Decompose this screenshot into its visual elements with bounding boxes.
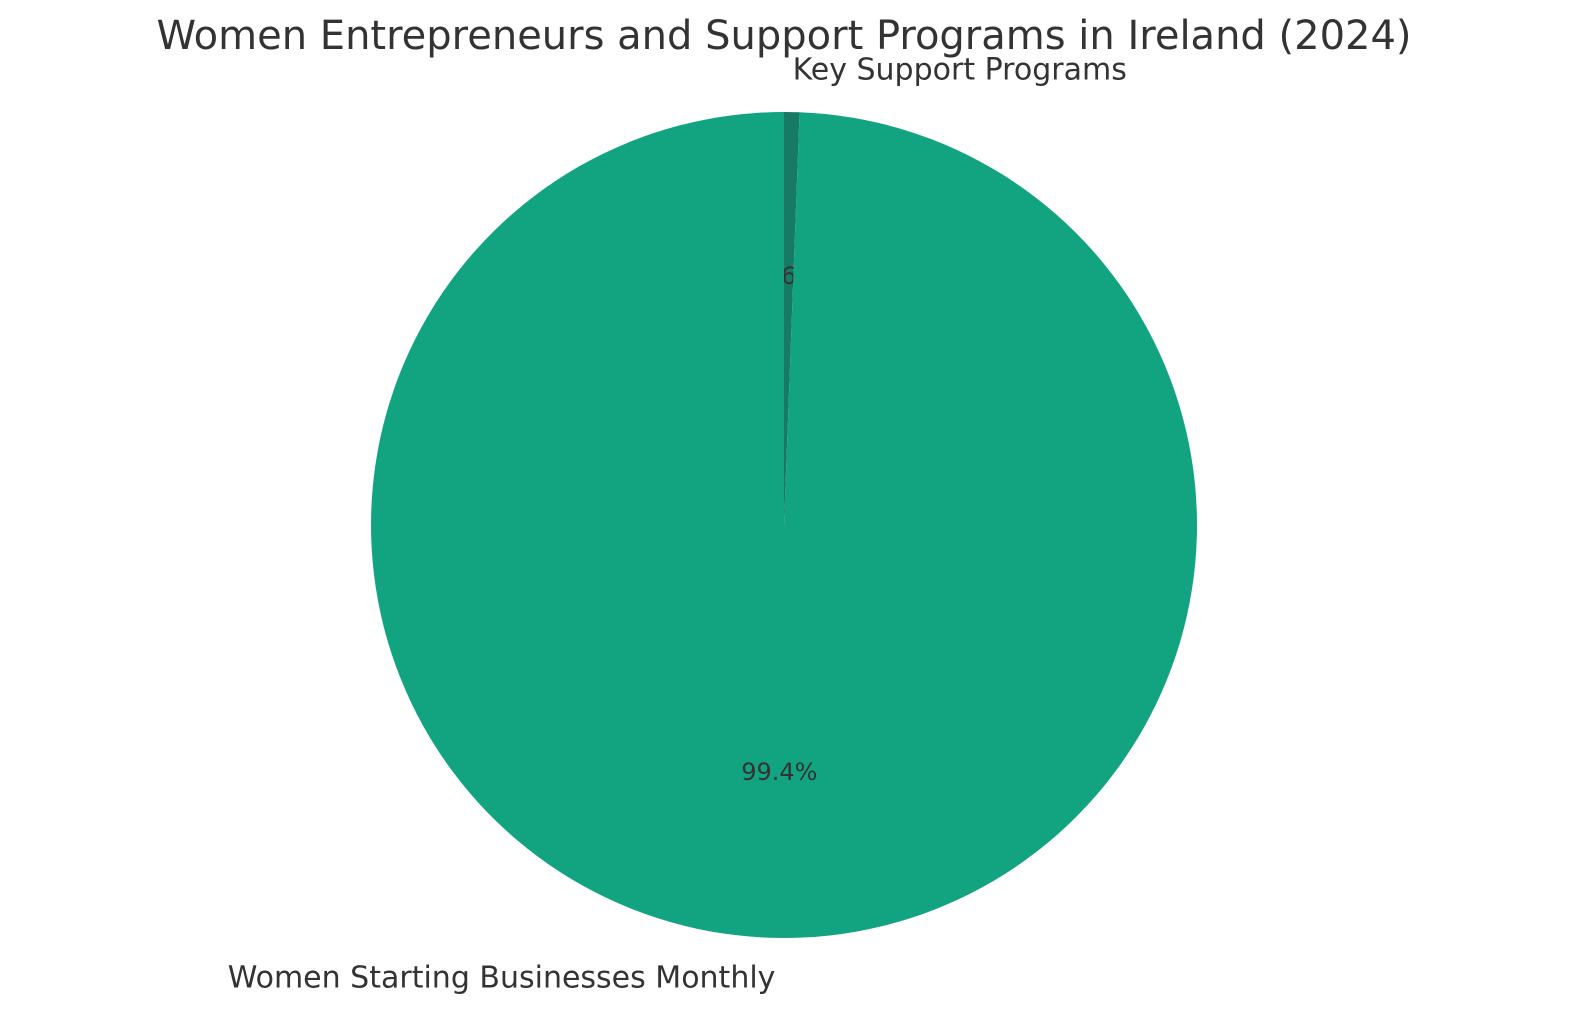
percent-label: 99.4%	[741, 758, 817, 786]
pie-slice	[784, 112, 800, 525]
pie-slice	[370, 112, 1197, 938]
slice-label: Key Support Programs	[793, 52, 1127, 87]
chart-title: Women Entrepreneurs and Support Programs…	[156, 13, 1411, 59]
slice-label: Women Starting Businesses Monthly	[228, 961, 776, 996]
